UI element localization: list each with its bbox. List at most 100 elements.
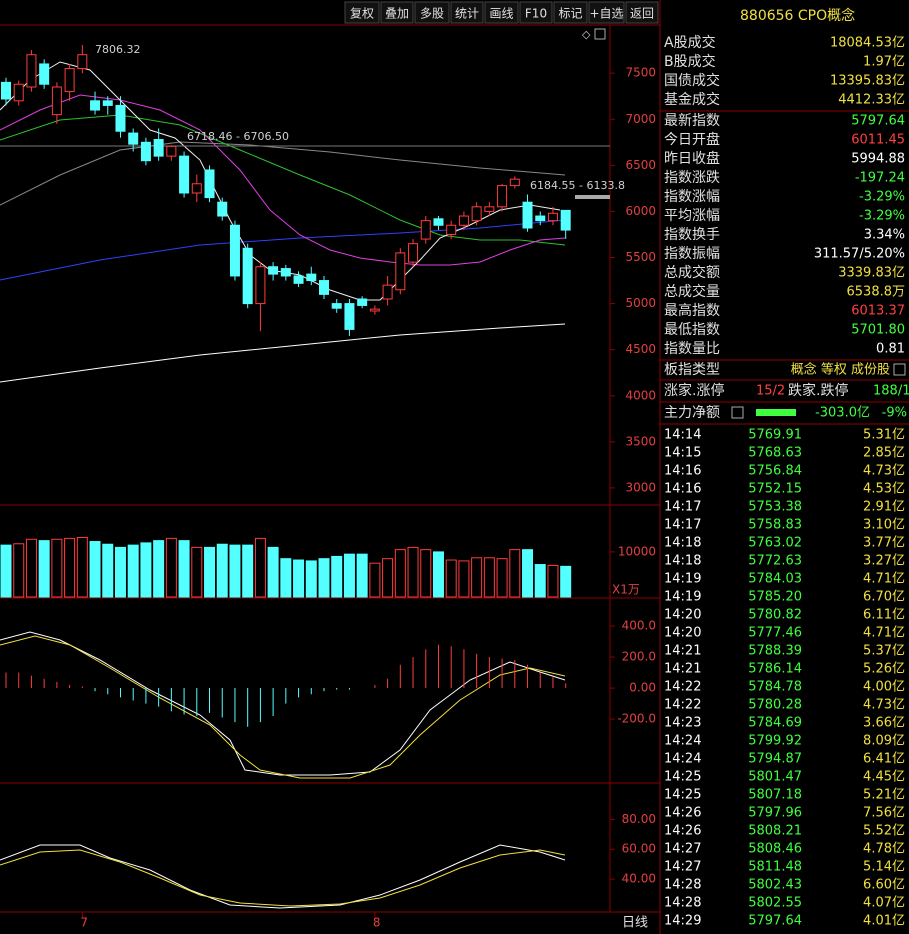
d-line	[0, 849, 566, 907]
toolbar-label[interactable]: 画线	[489, 7, 513, 21]
tick-time: 14:26	[664, 806, 701, 821]
candle-body	[13, 83, 24, 102]
volume-bar	[407, 546, 419, 598]
price-tick-label: 3500	[625, 434, 656, 448]
ma-line	[0, 141, 566, 206]
price-tick-label: 6000	[625, 204, 656, 218]
date-label: 7	[80, 916, 88, 930]
tick-time: 14:18	[664, 536, 701, 551]
toolbar-label[interactable]: 标记	[558, 7, 582, 21]
toolbar-button[interactable]	[414, 1, 450, 24]
flow-icon[interactable]	[731, 406, 744, 419]
ma-line	[0, 114, 566, 246]
tick-time: 14:20	[664, 608, 701, 623]
tick-price: 5808.46	[748, 842, 802, 857]
stat-value: 5994.88	[851, 152, 905, 167]
candle-body	[395, 252, 406, 291]
volume-bar	[153, 540, 165, 598]
ma-line	[0, 94, 566, 266]
candle-body	[331, 303, 342, 309]
tick-price: 5784.78	[748, 680, 802, 695]
tick-time: 14:18	[664, 554, 701, 569]
tick-amount: 4.45亿	[863, 770, 905, 785]
price-annotation: 6718.46 - 6706.50	[187, 130, 289, 143]
candle-body	[319, 280, 329, 295]
toolbar-button[interactable]	[380, 1, 414, 24]
volume-bar	[343, 553, 355, 598]
tick-amount: 5.21亿	[863, 788, 905, 803]
volume-bar	[432, 551, 444, 598]
volume-bar	[165, 537, 177, 598]
toolbar-button[interactable]	[625, 1, 659, 24]
price-tick-label: 5000	[625, 296, 656, 310]
tick-amount: 3.10亿	[863, 518, 905, 533]
stat-label: 最新指数	[664, 113, 720, 129]
candle-body	[204, 169, 215, 199]
candle-body	[102, 100, 113, 106]
stat-value: 3.34%	[864, 228, 905, 243]
tick-time: 14:17	[664, 500, 701, 515]
diamond-icon[interactable]: ◇	[582, 28, 591, 41]
volume-bar	[140, 542, 152, 598]
k-line	[0, 844, 566, 909]
volume-bar	[216, 543, 228, 598]
tick-amount: 5.31亿	[863, 428, 905, 443]
toolbar-label[interactable]: 叠加	[385, 7, 409, 21]
tick-price: 5794.87	[748, 752, 802, 767]
volume-bar	[127, 544, 139, 598]
price-tick-label: 3000	[625, 480, 656, 494]
tick-price: 5753.38	[748, 500, 802, 515]
tick-price: 5802.43	[748, 878, 802, 893]
toolbar-button[interactable]	[484, 1, 519, 24]
candle-body	[458, 215, 469, 226]
macd-tick-label: 200.0	[622, 650, 656, 664]
tick-amount: 7.56亿	[863, 806, 905, 821]
tick-time: 14:25	[664, 770, 701, 785]
stat-value: 13395.83亿	[830, 74, 905, 89]
dea-line	[0, 635, 566, 779]
stat-label: 指数涨幅	[664, 189, 720, 205]
toolbar-button[interactable]	[519, 1, 553, 24]
volume-bar	[204, 546, 216, 598]
tick-price: 5811.48	[748, 860, 802, 875]
candle-body	[115, 104, 126, 132]
tick-amount: 4.00亿	[863, 680, 905, 695]
breadth-value: 188/1	[873, 384, 909, 399]
stat-label: A股成交	[664, 34, 716, 51]
tick-time: 14:27	[664, 860, 701, 875]
tick-price: 5808.21	[748, 824, 802, 839]
tick-amount: 6.70亿	[863, 590, 905, 605]
tick-price: 5756.84	[748, 464, 802, 479]
menu-icon[interactable]	[594, 28, 606, 40]
volume-bar	[178, 540, 190, 598]
volume-bar	[394, 549, 406, 598]
toolbar-label[interactable]: 复权	[350, 7, 374, 21]
tick-amount: 4.73亿	[863, 464, 905, 479]
macd-tick-label: 400.0	[622, 619, 656, 633]
tick-amount: 4.71亿	[863, 572, 905, 587]
stat-label: 总成交额	[664, 264, 720, 281]
toolbar-label[interactable]: 多股	[420, 7, 444, 21]
ma-line	[0, 323, 566, 383]
price-tick-label: 6500	[625, 158, 656, 172]
toolbar-button[interactable]	[344, 1, 380, 24]
tick-time: 14:27	[664, 842, 701, 857]
toolbar-button[interactable]	[450, 1, 484, 24]
toolbar-label[interactable]: +自选	[589, 7, 623, 21]
toolbar-button[interactable]	[588, 1, 625, 24]
board-icon[interactable]	[893, 363, 906, 376]
breadth-label: 涨家.涨停	[664, 382, 724, 399]
volume-bar	[420, 549, 432, 598]
price-annotation: 6184.55 - 6133.8	[530, 179, 625, 192]
toolbar-button[interactable]	[553, 1, 588, 24]
toolbar-label[interactable]: F10	[525, 7, 547, 21]
toolbar-label[interactable]: 统计	[455, 7, 479, 21]
period-label[interactable]: 日线	[622, 916, 648, 931]
toolbar-label[interactable]: 返回	[630, 7, 654, 21]
tick-amount: 4.73亿	[863, 698, 905, 713]
tick-amount: 6.60亿	[863, 878, 905, 893]
stat-label: 最高指数	[664, 302, 720, 319]
tick-price: 5769.91	[748, 428, 802, 443]
tick-time: 14:15	[664, 446, 701, 461]
candle-body	[128, 132, 139, 145]
